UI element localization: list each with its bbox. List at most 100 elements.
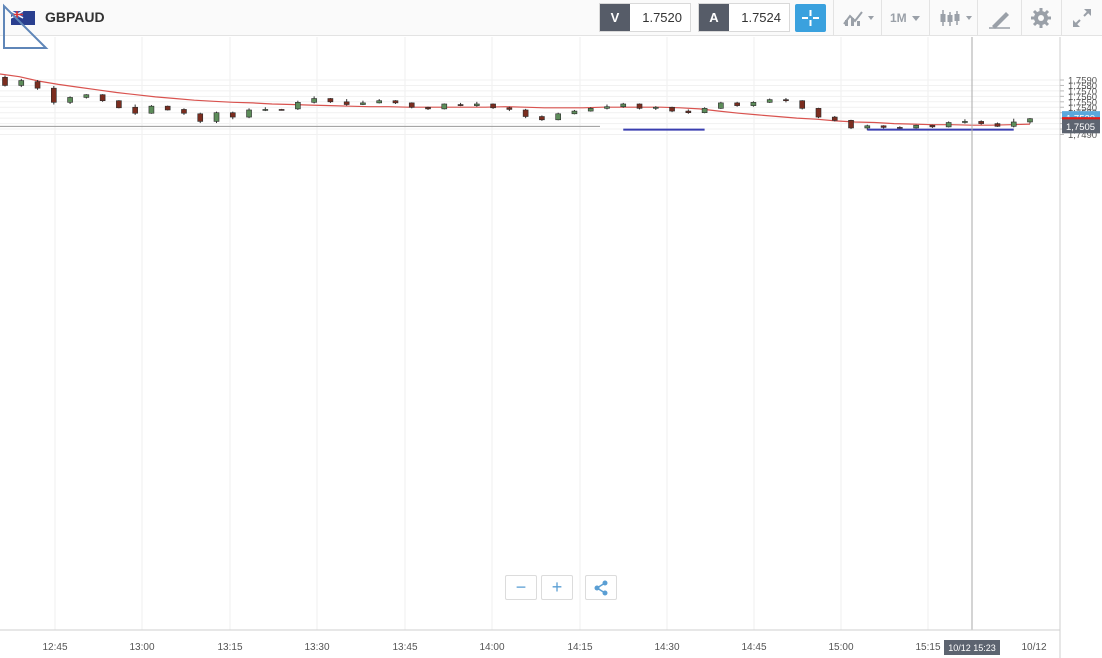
x-tick-label: 14:45: [741, 642, 766, 653]
moving-average-layer: [0, 73, 1031, 126]
candle-body: [262, 109, 269, 111]
timeframe-label: 1M: [890, 11, 907, 25]
indicators-button[interactable]: [842, 6, 878, 30]
candle-body: [864, 125, 871, 129]
candle-body: [978, 121, 984, 124]
candle-body: [604, 106, 610, 109]
candle-body: [67, 97, 73, 103]
draw-button[interactable]: [986, 6, 1014, 30]
share-icon: [594, 580, 608, 596]
draw-icon: [989, 12, 1010, 29]
x-tick-label: 14:30: [654, 642, 679, 653]
candle-type-button[interactable]: [938, 6, 974, 30]
crosshair-icon: [802, 10, 819, 26]
divider: [929, 0, 930, 36]
candle-body: [148, 105, 155, 114]
candle-body: [246, 109, 252, 118]
candle-body: [51, 87, 57, 103]
settings-button[interactable]: [1029, 6, 1053, 30]
candle-body: [197, 113, 204, 122]
candle-body: [360, 102, 366, 105]
y-tick-label: 1,7560: [1068, 92, 1097, 103]
candle-body: [539, 116, 545, 121]
candle-body: [441, 103, 448, 110]
x-tick-label: 14:15: [567, 642, 592, 653]
candle-body: [685, 110, 692, 114]
divider: [881, 0, 882, 36]
x-tick-label: 13:15: [217, 642, 242, 653]
price-label-bg: [1062, 119, 1100, 134]
candle-body: [18, 80, 25, 86]
candle-body: [701, 108, 708, 113]
candle-body: [376, 100, 383, 104]
divider: [833, 0, 834, 36]
zoom-out-button[interactable]: −: [505, 575, 537, 600]
divider: [977, 0, 978, 36]
candle-body: [766, 99, 773, 103]
crosshair-button[interactable]: [795, 4, 826, 32]
candle-body: [474, 103, 480, 106]
candle-body: [783, 99, 789, 102]
y-tick-label: 1,7570: [1068, 86, 1097, 97]
share-button[interactable]: [585, 575, 617, 600]
zoom-in-button[interactable]: +: [541, 575, 573, 600]
symbol-title[interactable]: GBPAUD: [45, 9, 105, 25]
ask-tag: A: [699, 4, 729, 31]
y-tick-label: 1,7590: [1068, 76, 1097, 87]
x-axis: 12:45 13:00 13:15 13:30 13:45 14:00 14:15 14:30…: [0, 629, 1060, 653]
x-tick-label: 15:00: [828, 642, 853, 653]
candle-body: [555, 113, 561, 121]
cursor-label-bg: [944, 640, 1000, 655]
x-tick-label: 15:15: [915, 642, 940, 653]
candle-body: [522, 109, 529, 117]
chart-grid: [0, 37, 1060, 630]
candle-body: [408, 102, 415, 108]
corner-triangle-icon: [3, 3, 49, 49]
candle-body: [2, 76, 8, 86]
y-tick-label: 1,7550: [1068, 97, 1097, 108]
candle-type-icon: [940, 10, 972, 26]
candle-body: [962, 121, 968, 123]
y-tick-label: 1,7490: [1068, 130, 1097, 141]
fullscreen-button[interactable]: [1070, 6, 1094, 30]
price-chart[interactable]: 10/12 15:23 1,75901,75801,75701,75601,75…: [0, 37, 1102, 658]
timeframe-button[interactable]: 1M: [890, 6, 926, 30]
indicators-icon: [843, 11, 874, 26]
candle-body: [734, 102, 740, 106]
bid-tag: V: [600, 4, 630, 31]
ask-quote[interactable]: A 1.7524: [698, 3, 790, 32]
candle-body: [1010, 121, 1017, 127]
x-tick-label: 12:45: [42, 642, 67, 653]
chevron-down-icon: [912, 15, 921, 21]
candle-body: [457, 104, 464, 106]
candle-body: [571, 110, 578, 115]
candle-body: [229, 112, 236, 118]
candle-body: [34, 81, 41, 89]
candle-body: [831, 116, 838, 121]
x-tick-label: 10/12: [1021, 642, 1046, 653]
fullscreen-icon: [1073, 9, 1091, 27]
moving-average-line: [0, 73, 1031, 126]
price-label-current: 1,7505: [1066, 122, 1095, 133]
candle-body: [425, 106, 431, 110]
overlays-layer: 10/12 15:23: [623, 37, 1014, 655]
candle-body: [994, 123, 1001, 127]
candle-body: [132, 106, 138, 114]
candle-body: [392, 100, 399, 104]
candle-body: [295, 102, 301, 110]
candle-body: [311, 98, 317, 103]
y-tick-label: 1,7580: [1068, 81, 1097, 92]
candle-body: [327, 98, 334, 103]
candle-body: [620, 103, 627, 108]
candle-body: [880, 125, 887, 128]
bid-quote[interactable]: V 1.7520: [599, 3, 691, 32]
candle-body: [99, 94, 106, 102]
candle-body: [587, 108, 594, 112]
divider: [1021, 0, 1022, 36]
top-toolbar: GBPAUD V 1.7520 A 1.7524 1M: [0, 0, 1102, 36]
candle-body: [815, 108, 822, 118]
candle-body: [278, 109, 285, 111]
candle-body: [116, 100, 122, 109]
candles-layer: [2, 75, 1033, 131]
